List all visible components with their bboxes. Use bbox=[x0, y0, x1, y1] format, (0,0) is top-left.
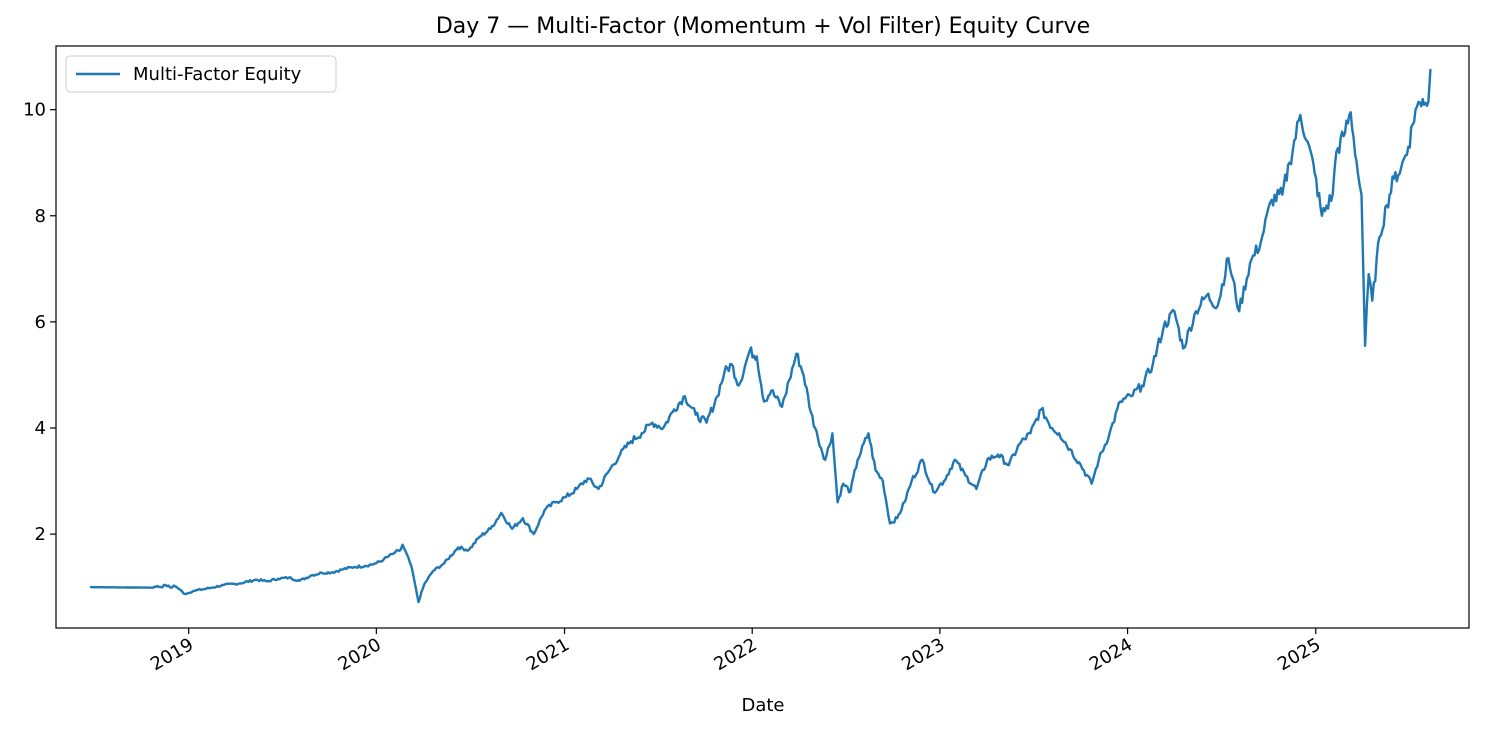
plot-frame bbox=[55, 45, 1470, 629]
y-tick-label: 10 bbox=[23, 100, 46, 121]
legend: Multi-Factor Equity bbox=[65, 55, 337, 93]
y-tick-label: 6 bbox=[35, 312, 46, 333]
series-line-multi-factor-equity bbox=[89, 68, 1432, 604]
y-tick-label: 4 bbox=[35, 418, 46, 439]
legend-label-multi-factor-equity: Multi-Factor Equity bbox=[133, 64, 302, 85]
x-axis-label: Date bbox=[741, 695, 784, 716]
chart-title: Day 7 — Multi-Factor (Momentum + Vol Fil… bbox=[436, 14, 1090, 39]
plot-area bbox=[55, 45, 1470, 629]
y-tick-label: 2 bbox=[35, 524, 46, 545]
y-axis: 2 4 6 8 10 bbox=[23, 100, 56, 545]
y-tick-label: 8 bbox=[35, 206, 46, 227]
legend-box bbox=[65, 55, 337, 93]
